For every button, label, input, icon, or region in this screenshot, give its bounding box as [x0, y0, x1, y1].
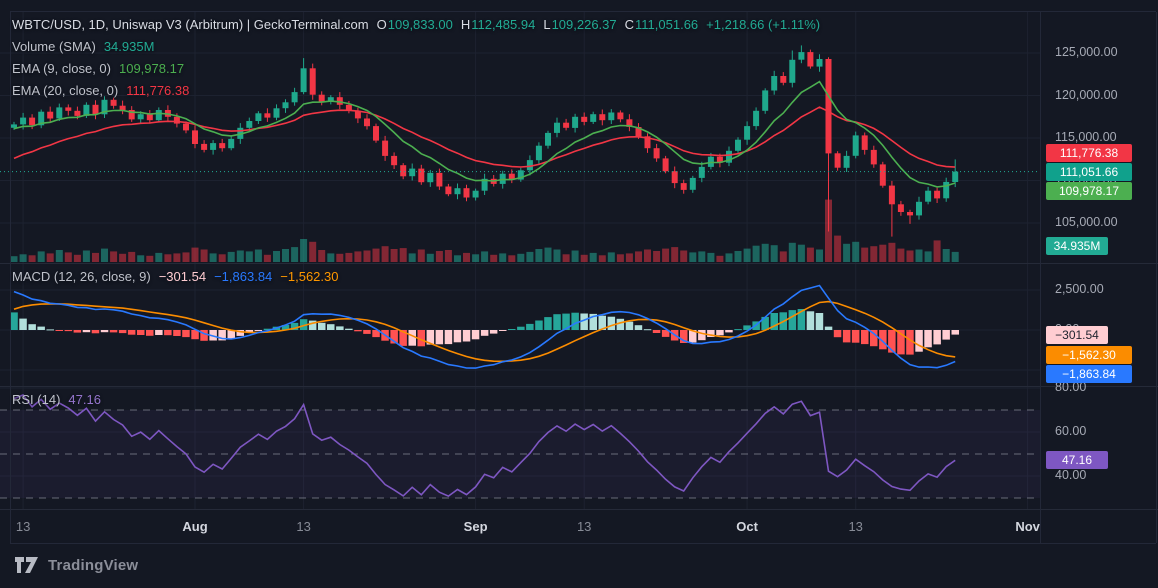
price-axis-tick: 125,000.00 [1055, 45, 1118, 59]
rsi-axis-tick: 40.00 [1055, 468, 1087, 482]
macd-label: MACD (12, 26, close, 9) [12, 269, 151, 284]
rsi-axis-tick: 60.00 [1055, 424, 1087, 438]
axis-badge-signal: −1,562.30 [1046, 346, 1132, 364]
rsi-axis-tick: 80.00 [1055, 380, 1087, 394]
symbol-title: WBTC/USD, 1D, Uniswap V3 (Arbitrum) | Ge… [12, 17, 369, 32]
macd-signal-value: −1,562.30 [280, 269, 339, 284]
volume-value: 34.935M [103, 39, 155, 54]
ohlc-low: L109,226.37 [543, 17, 617, 32]
ohlc-open: O109,833.00 [376, 17, 453, 32]
ema9-value: 109,978.17 [118, 61, 185, 76]
ema20-value: 111,776.38 [126, 83, 190, 98]
macd-legend-row[interactable]: MACD (12, 26, close, 9) −301.54 −1,863.8… [12, 269, 338, 284]
volume-legend-row[interactable]: Volume (SMA) 34.935M [12, 39, 154, 54]
axis-badge-ema9: 109,978.17 [1046, 181, 1132, 200]
macd-hist-value: −301.54 [158, 269, 207, 284]
ohlc-change: +1,218.66 (+1.11%) [706, 17, 821, 32]
ema9-legend-row[interactable]: EMA (9, close, 0) 109,978.17 [12, 61, 184, 76]
ohlc-close: C111,051.66 [624, 17, 699, 32]
price-axis-tick: 105,000.00 [1055, 215, 1118, 229]
time-axis-tick: 13 [576, 519, 592, 534]
ema20-legend-row[interactable]: EMA (20, close, 0) 111,776.38 [12, 83, 189, 98]
time-axis[interactable]: 13 Aug 13 Sep 13 Oct 13 Nov [0, 510, 1158, 543]
ema9-label: EMA (9, close, 0) [12, 61, 111, 76]
rsi-value: 47.16 [68, 392, 101, 407]
axis-badge-hist: −301.54 [1046, 325, 1108, 344]
time-axis-tick: Oct [736, 519, 758, 534]
axis-badge-vol: 34.935M [1046, 236, 1108, 255]
volume-label: Volume (SMA) [12, 39, 96, 54]
time-axis-tick: 13 [296, 519, 311, 534]
ema20-label: EMA (20, close, 0) [12, 83, 119, 98]
macd-axis-tick: 2,500.00 [1055, 282, 1104, 296]
time-axis-tick: 13 [848, 519, 863, 534]
brand-text: TradingView [48, 556, 139, 574]
macd-line-value: −1,863.84 [214, 269, 273, 284]
tradingview-attribution[interactable]: TradingView [14, 554, 138, 576]
axis-badge-macd: −1,863.84 [1046, 365, 1132, 383]
price-axis-tick: 115,000.00 [1055, 130, 1117, 144]
time-axis-tick: Aug [182, 519, 208, 534]
time-axis-tick: Nov [1015, 519, 1040, 534]
time-axis-tick: 13 [15, 519, 31, 534]
axis-badge-close: 111,051.66 [1046, 162, 1132, 181]
symbol-legend-row[interactable]: WBTC/USD, 1D, Uniswap V3 (Arbitrum) | Ge… [12, 17, 820, 32]
rsi-label: RSI (14) [12, 392, 61, 407]
time-axis-tick: Sep [463, 519, 488, 534]
ohlc-high: H112,485.94 [460, 17, 536, 32]
axis-badge-ema20: 111,776.38 [1046, 143, 1132, 162]
axis-badge-rsi: 47.16 [1046, 451, 1108, 470]
price-axis-tick: 120,000.00 [1055, 87, 1118, 102]
rsi-legend-row[interactable]: RSI (14) 47.16 [12, 392, 101, 407]
price-axis[interactable]: 125,000.00120,000.00115,000.00110,000.00… [1040, 0, 1158, 543]
tradingview-logo-icon [15, 557, 38, 573]
